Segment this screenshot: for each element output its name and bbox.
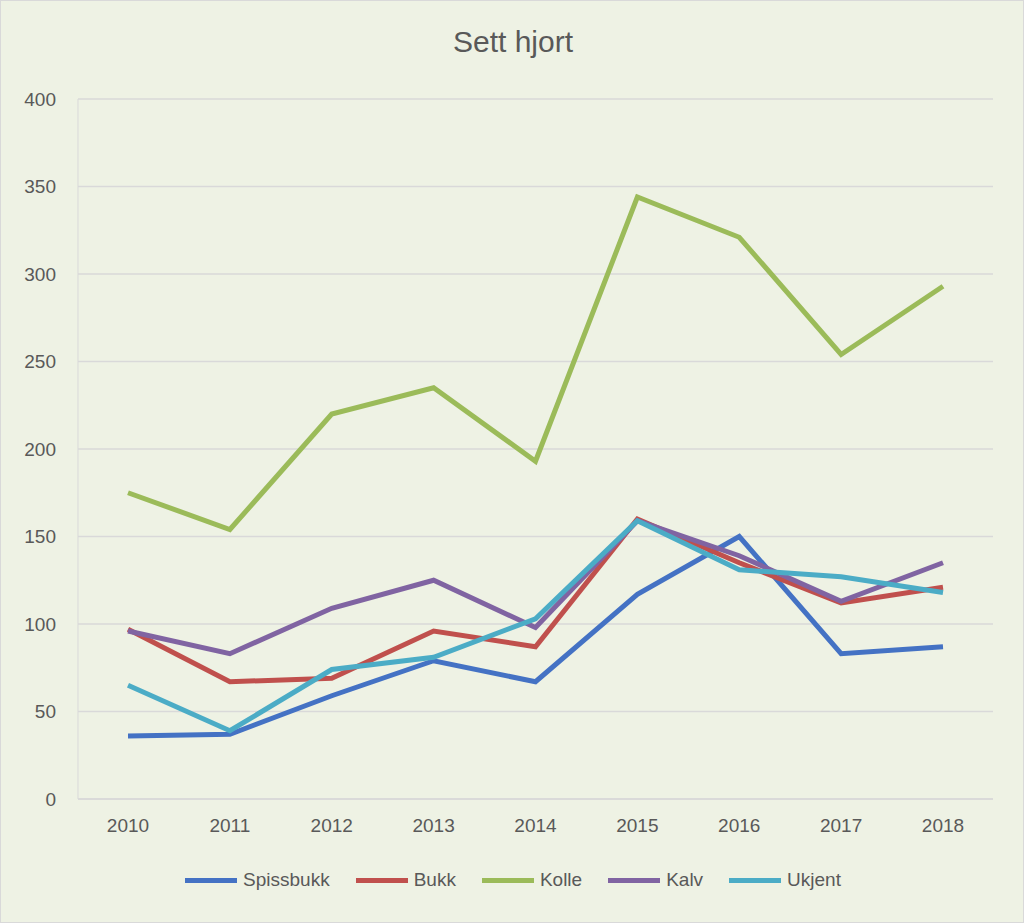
svg-text:100: 100 (24, 614, 56, 635)
svg-text:2015: 2015 (616, 815, 658, 836)
svg-text:0: 0 (45, 789, 56, 810)
svg-text:400: 400 (24, 89, 56, 110)
svg-text:2010: 2010 (107, 815, 149, 836)
svg-text:300: 300 (24, 264, 56, 285)
svg-text:250: 250 (24, 351, 56, 372)
svg-text:50: 50 (35, 701, 56, 722)
html-text:Kolle: Kolle (539, 869, 583, 890)
svg-text:200: 200 (24, 439, 56, 460)
svg-text:2014: 2014 (514, 815, 557, 836)
html-text:Ukjent: Ukjent (787, 869, 841, 890)
html-text:Bukk: Bukk (413, 869, 456, 890)
svg-text:2016: 2016 (718, 815, 760, 836)
html-text:Sett hjort: Sett hjort (453, 25, 573, 58)
svg-text:2017: 2017 (820, 815, 862, 836)
svg-text:350: 350 (24, 176, 56, 197)
svg-text:2011: 2011 (209, 815, 250, 836)
html-text:Kalv: Kalv (666, 869, 704, 890)
svg-text:2012: 2012 (311, 815, 353, 836)
svg-text:2018: 2018 (922, 815, 964, 836)
svg-text:2013: 2013 (412, 815, 454, 836)
html-text:Spissbukk: Spissbukk (243, 869, 330, 890)
svg-text:150: 150 (24, 526, 56, 547)
